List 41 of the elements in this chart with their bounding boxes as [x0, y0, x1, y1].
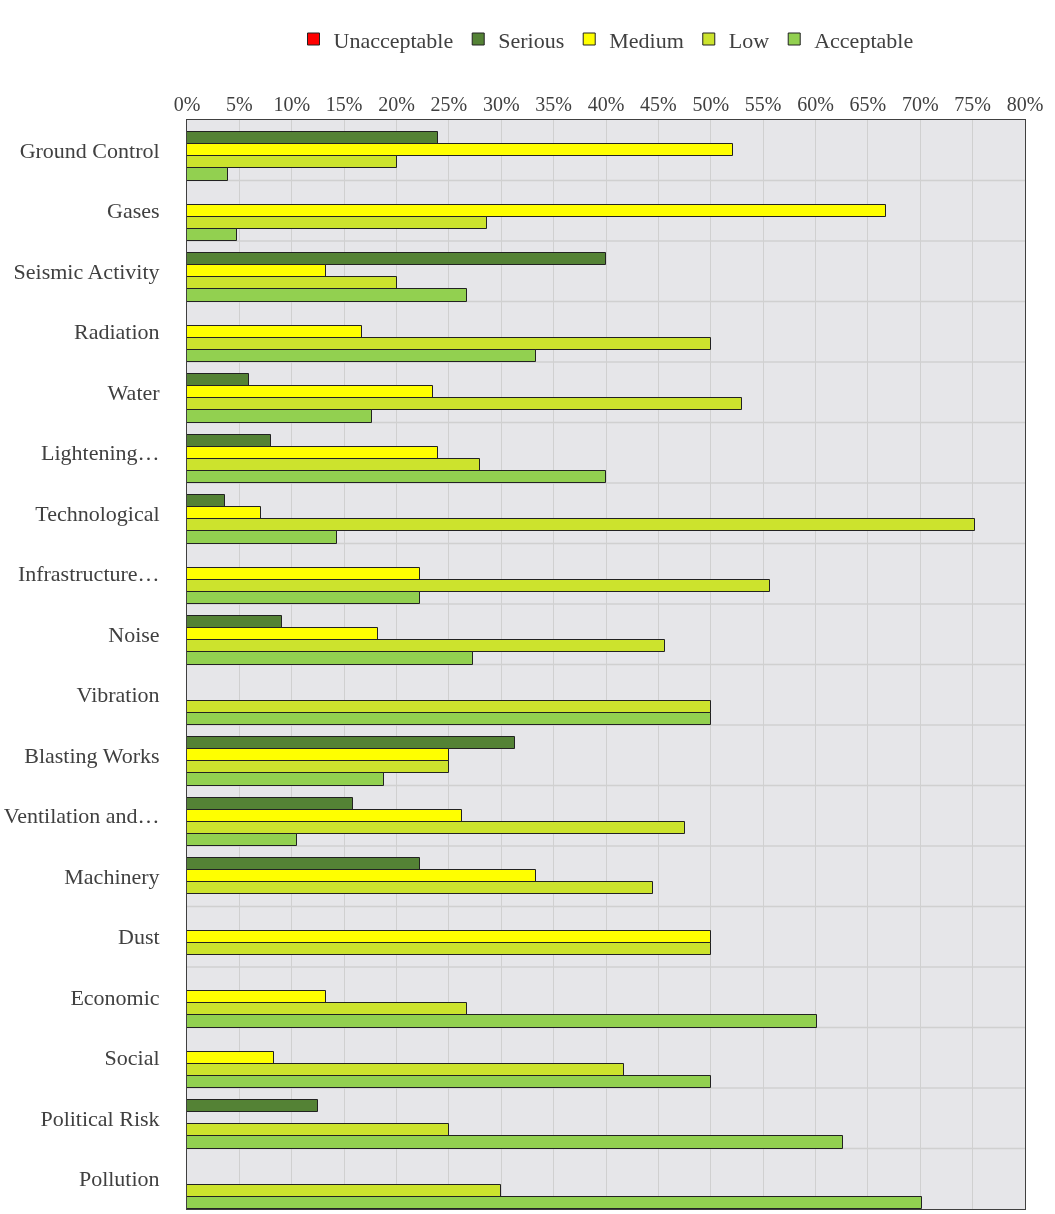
x-tick-label: 50% [692, 93, 730, 115]
x-tick-label: 80% [1006, 93, 1044, 115]
x-tick-label: 70% [901, 93, 939, 115]
y-tick-label: Dust [118, 924, 160, 950]
x-tick-label: 35% [535, 93, 572, 115]
x-tick-label: 0% [173, 93, 201, 115]
x-tick-label: 40% [587, 93, 625, 115]
y-tick-label: Lightening… [41, 440, 160, 466]
y-tick-label: Radiation [74, 319, 160, 345]
y-tick-label: Gases [107, 198, 160, 224]
y-tick-label: Ground Control [19, 137, 160, 163]
y-tick-label: Blasting Works [24, 742, 160, 768]
x-tick-label: 10% [273, 93, 311, 115]
x-tick-label: 60% [797, 93, 834, 115]
x-tick-label: 75% [954, 93, 991, 115]
x-tick-label: 25% [430, 93, 468, 115]
legend-label: Acceptable [814, 27, 914, 53]
legend-label: Serious [498, 27, 565, 53]
y-tick-label: Pollution [78, 1166, 160, 1192]
y-tick-label: Infrastructure… [17, 561, 160, 587]
legend-label: Medium [609, 27, 684, 53]
y-tick-label: Noise [108, 621, 160, 647]
y-tick-label: Political Risk [40, 1105, 160, 1131]
y-tick-label: Economic [70, 984, 160, 1010]
y-tick-label: Technological [35, 500, 160, 526]
x-tick-label: 65% [849, 93, 887, 115]
y-tick-label: Social [104, 1045, 160, 1071]
y-tick-label: Machinery [64, 863, 160, 889]
y-tick-label: Seismic Activity [13, 258, 160, 284]
y-tick-label: Water [107, 379, 161, 405]
x-tick-label: 30% [482, 93, 520, 115]
x-tick-label: 15% [325, 93, 363, 115]
y-tick-label: Ventilation and… [3, 803, 160, 829]
x-tick-label: 45% [640, 93, 677, 115]
x-tick-label: 55% [744, 93, 782, 115]
x-tick-label: 5% [226, 93, 253, 115]
legend-label: Unacceptable [333, 27, 454, 53]
x-tick-label: 20% [378, 93, 415, 115]
legend-label: Low [728, 27, 770, 53]
y-tick-label: Vibration [76, 682, 160, 708]
bar [187, 1099, 318, 1112]
